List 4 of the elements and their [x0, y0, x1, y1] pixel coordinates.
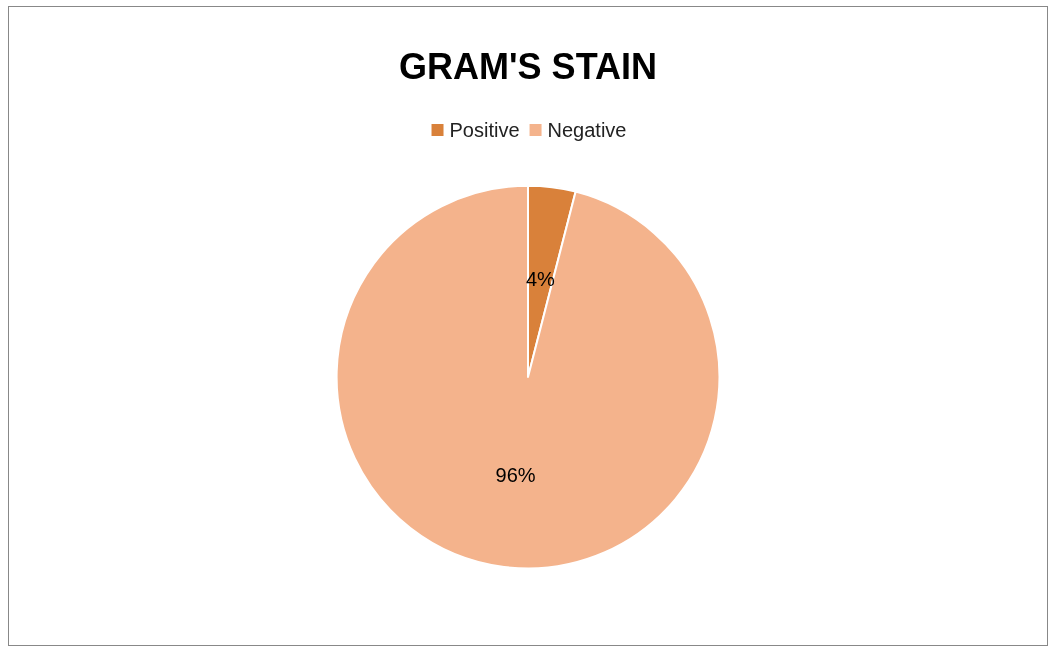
data-label: 96%	[495, 463, 536, 486]
legend-label: Negative	[547, 119, 627, 141]
chart-title: GRAM'S STAIN	[399, 45, 657, 87]
legend-label: Positive	[449, 119, 520, 141]
